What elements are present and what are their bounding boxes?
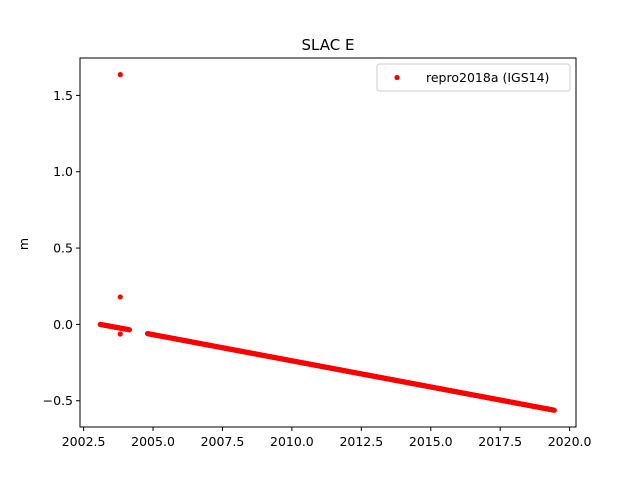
data-point: [551, 407, 557, 413]
legend-label: repro2018a (IGS14): [426, 70, 549, 85]
data-points: [97, 72, 557, 413]
x-tick-label: 2015.0: [409, 434, 453, 449]
y-axis: −0.5 0.0 0.5 1.0 1.5: [43, 88, 80, 408]
y-tick-label: 1.5: [53, 88, 73, 103]
y-tick-label: 0.0: [53, 317, 73, 332]
y-tick-label: 0.5: [53, 241, 73, 256]
legend-marker: [394, 74, 400, 81]
data-point-outlier: [117, 72, 123, 78]
y-axis-label: m: [16, 238, 31, 250]
x-tick-label: 2005.0: [131, 434, 175, 449]
data-point: [126, 327, 133, 333]
x-tick-label: 2017.5: [478, 434, 522, 449]
x-tick-label: 2012.5: [339, 434, 383, 449]
data-point-outlier: [117, 331, 123, 337]
x-tick-label: 2010.0: [270, 434, 314, 449]
data-point-outlier: [117, 294, 123, 300]
legend: repro2018a (IGS14): [376, 63, 571, 92]
x-tick-label: 2007.5: [201, 434, 245, 449]
plot-frame: [79, 57, 577, 428]
x-axis: 2002.5 2005.0 2007.5 2010.0 2012.5 2015.0 2017…: [62, 427, 592, 449]
x-tick-label: 2002.5: [62, 434, 106, 449]
chart-title: SLAC E: [302, 36, 355, 54]
y-tick-label: −0.5: [43, 393, 73, 408]
y-tick-label: 1.0: [53, 164, 73, 179]
legend-box: [376, 63, 571, 92]
x-tick-label: 2020.0: [548, 434, 592, 449]
